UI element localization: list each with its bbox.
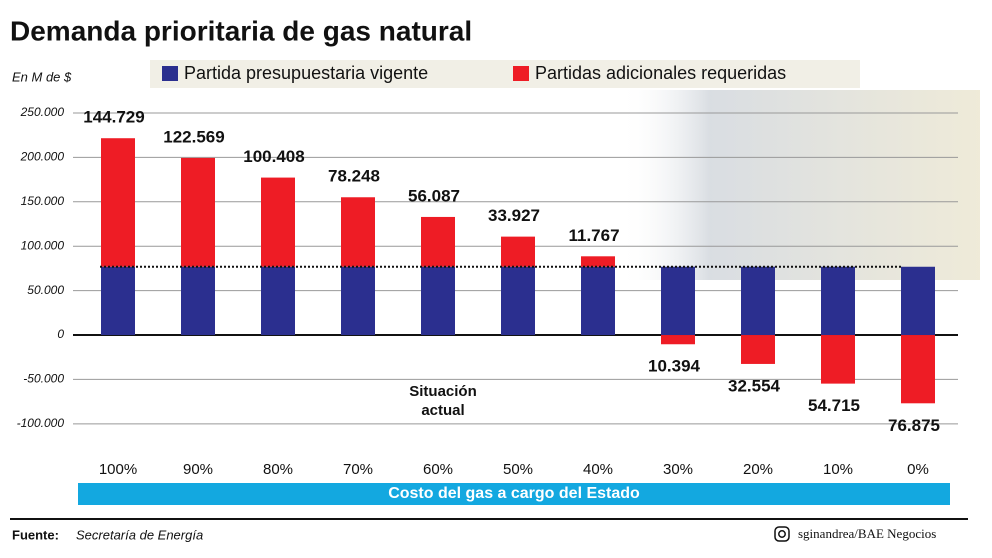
bar: [741, 335, 775, 364]
x-tick-label: 0%: [907, 461, 929, 478]
bar: [341, 197, 375, 267]
y-tick-label: 150.000: [21, 194, 65, 208]
bar: [101, 138, 135, 267]
annotation: Situación actual: [409, 383, 477, 419]
value-label: 10.394: [648, 357, 701, 376]
legend-label: Partidas adicionales requeridas: [535, 63, 786, 83]
source-label: Fuente:: [12, 527, 59, 542]
x-tick-label: 10%: [823, 461, 853, 478]
x-tick-label: 30%: [663, 461, 693, 478]
chart-title: Demanda prioritaria de gas natural: [10, 15, 472, 46]
bar: [421, 266, 455, 336]
bar: [821, 266, 855, 336]
source: Secretaría de Energía: [76, 527, 203, 542]
bar: [741, 266, 775, 336]
bar: [421, 216, 455, 267]
bar: [101, 266, 135, 336]
bar: [821, 335, 855, 384]
y-tick-label: 100.000: [21, 238, 65, 252]
value-label: 122.569: [163, 127, 224, 146]
y-tick-label: 0: [57, 327, 64, 341]
instagram-icon-lens: [778, 530, 786, 538]
legend-bg: [150, 60, 860, 88]
bar: [501, 266, 535, 336]
bar: [581, 256, 615, 267]
value-label: 78.248: [328, 167, 380, 186]
legend-label: Partida presupuestaria vigente: [184, 63, 428, 83]
value-label: 100.408: [243, 147, 304, 166]
value-label: 144.729: [83, 108, 144, 127]
x-tick-label: 90%: [183, 461, 213, 478]
value-label: 56.087: [408, 186, 460, 205]
bar: [261, 266, 295, 336]
y-tick-label: 250.000: [20, 105, 65, 119]
y-tick-label: 50.000: [27, 283, 64, 297]
x-tick-label: 50%: [503, 461, 533, 478]
bar: [181, 157, 215, 267]
bar: [261, 177, 295, 267]
y-tick-label: -50.000: [23, 372, 64, 386]
bar: [501, 236, 535, 267]
photo-placeholder: [620, 90, 980, 280]
legend-swatch: [162, 66, 178, 81]
x-tick-label: 70%: [343, 461, 373, 478]
y-tick-label: 200.000: [20, 150, 65, 164]
legend-swatch: [513, 66, 529, 81]
instagram-icon: [774, 526, 790, 542]
bar: [661, 335, 695, 345]
value-label: 33.927: [488, 206, 540, 225]
x-tick-label: 20%: [743, 461, 773, 478]
x-tick-label: 40%: [583, 461, 613, 478]
bar: [341, 266, 375, 336]
x-tick-label: 80%: [263, 461, 293, 478]
value-label: 32.554: [728, 376, 781, 395]
bar: [181, 266, 215, 336]
y-tick-label: -100.000: [17, 416, 65, 430]
bar: [901, 335, 935, 404]
x-axis-banner: [78, 483, 950, 505]
value-label: 54.715: [808, 396, 860, 415]
bar: [661, 266, 695, 336]
x-tick-label: 100%: [99, 461, 137, 478]
x-tick-label: 60%: [423, 461, 453, 478]
y-axis-label: En M de $: [12, 69, 72, 84]
x-axis-label: Costo del gas a cargo del Estado: [388, 485, 640, 502]
value-label: 76.875: [888, 416, 940, 435]
credit: sginandrea/BAE Negocios: [798, 526, 936, 541]
bar: [581, 266, 615, 336]
bar: [901, 266, 935, 336]
value-label: 11.767: [568, 226, 619, 245]
